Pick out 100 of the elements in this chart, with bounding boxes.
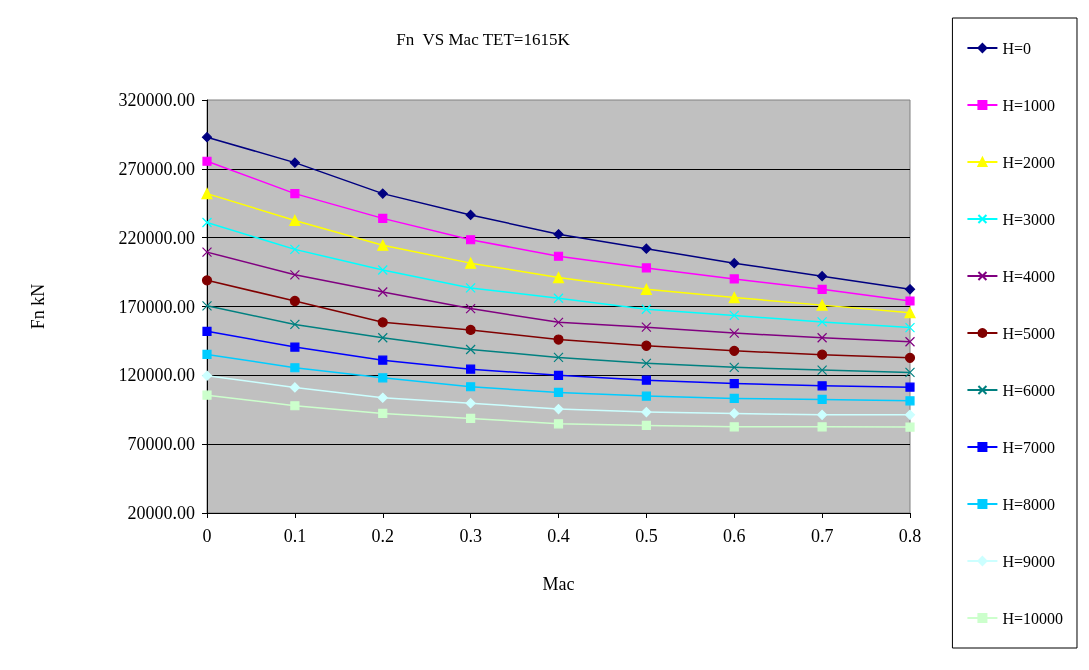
point (817, 381, 827, 391)
point (289, 157, 300, 168)
point (466, 235, 476, 245)
legend-label: H=1000 (1002, 96, 1055, 114)
point (553, 334, 564, 345)
point (290, 189, 300, 199)
legend-label: H=9000 (1002, 552, 1055, 570)
point (641, 358, 652, 369)
point (640, 283, 652, 295)
point (641, 322, 652, 333)
point (377, 286, 388, 298)
point (641, 243, 652, 254)
point (202, 156, 212, 166)
x-tick-label: 0.6 (723, 526, 746, 546)
point (641, 340, 652, 351)
point (290, 342, 300, 352)
point (817, 349, 828, 360)
point (729, 274, 739, 284)
legend-label: H=5000 (1002, 324, 1055, 342)
point (904, 367, 916, 378)
point (904, 322, 916, 333)
y-tick-label: 270000.00 (118, 158, 195, 179)
point (289, 319, 300, 330)
legend-label: H=10000 (1002, 609, 1063, 627)
point (289, 214, 301, 227)
x-axis-title: Mac (542, 574, 575, 594)
point (729, 378, 739, 389)
point (202, 390, 212, 400)
point (290, 401, 300, 411)
point (817, 422, 827, 432)
y-tick-label: 220000.00 (118, 227, 195, 248)
point (377, 239, 389, 251)
point (553, 370, 564, 380)
point (201, 300, 213, 311)
point (377, 264, 388, 276)
legend-label: H=2000 (1002, 153, 1055, 171)
y-tick-label: 320000.00 (118, 90, 195, 110)
point (904, 336, 916, 347)
point (201, 370, 213, 381)
point (466, 382, 476, 392)
point (641, 304, 652, 315)
point (378, 373, 388, 383)
point (729, 310, 740, 321)
point (465, 398, 476, 409)
point (465, 282, 476, 294)
point (289, 382, 300, 393)
point (729, 408, 740, 419)
point (378, 408, 388, 419)
point (377, 317, 388, 328)
point (465, 209, 476, 221)
point (641, 391, 651, 401)
point (817, 365, 828, 376)
point (641, 406, 652, 418)
point (817, 316, 828, 328)
point (465, 303, 476, 314)
point (378, 213, 388, 223)
x-tick-label: 0.3 (459, 526, 482, 546)
point (202, 349, 212, 360)
point (729, 422, 739, 432)
legend-label: H=4000 (1002, 267, 1055, 285)
point (553, 293, 564, 304)
point (817, 332, 828, 343)
point (817, 394, 827, 405)
point (553, 229, 564, 240)
point (904, 284, 916, 295)
point (202, 326, 212, 336)
point (553, 419, 564, 429)
x-tick-label: 0.4 (547, 526, 570, 546)
point (729, 258, 740, 269)
point (553, 352, 564, 363)
point (905, 382, 915, 392)
point (201, 188, 213, 200)
y-tick-label: 120000.00 (118, 365, 195, 386)
y-tick-label: 20000.00 (127, 503, 195, 523)
x-tick-label: 0.5 (635, 526, 658, 546)
point (552, 271, 565, 284)
y-tick-label: 70000.00 (127, 434, 195, 455)
point (905, 296, 915, 306)
point (817, 271, 828, 282)
point (290, 363, 300, 373)
point (728, 291, 740, 304)
point (905, 422, 915, 432)
point (465, 257, 477, 269)
x-tick-label: 0.2 (371, 526, 394, 546)
point (904, 352, 916, 363)
point (465, 344, 476, 355)
point (289, 244, 300, 255)
y-axis-title: Fn kN (28, 283, 48, 330)
point (289, 269, 300, 280)
point (816, 299, 828, 311)
legend-label: H=3000 (1002, 210, 1055, 228)
point (817, 409, 828, 420)
point (377, 332, 388, 343)
point (289, 295, 300, 307)
point (377, 392, 388, 403)
point (729, 327, 740, 339)
point (201, 247, 213, 258)
point (553, 387, 564, 397)
point (201, 275, 213, 286)
point (729, 393, 739, 404)
